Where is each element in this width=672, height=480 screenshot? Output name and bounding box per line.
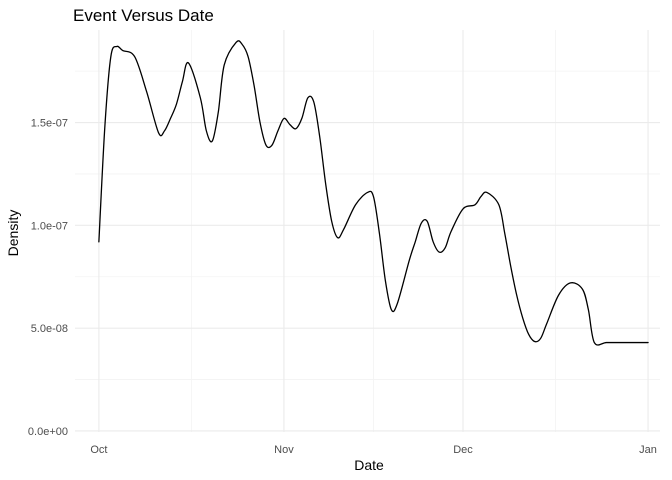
x-axis-title: Date bbox=[354, 457, 384, 473]
y-tick-label: 1.5e-07 bbox=[31, 118, 68, 130]
x-tick-labels: Oct Nov Dec Jan bbox=[90, 444, 657, 456]
y-tick-labels: 0.0e+00 5.0e-08 1.0e-07 1.5e-07 bbox=[28, 118, 68, 438]
grid-layer bbox=[75, 30, 660, 432]
y-axis-title: Density bbox=[5, 210, 21, 257]
x-tick-label: Nov bbox=[274, 444, 294, 456]
density-series-line bbox=[98, 40, 649, 346]
x-tick-label: Jan bbox=[639, 444, 657, 456]
series-layer bbox=[98, 40, 649, 346]
chart-title: Event Versus Date bbox=[73, 6, 214, 25]
y-tick-label: 5.0e-08 bbox=[31, 323, 68, 335]
x-tick-label: Oct bbox=[90, 444, 107, 456]
x-tick-label: Dec bbox=[453, 444, 473, 456]
y-tick-label: 0.0e+00 bbox=[28, 426, 68, 438]
y-tick-label: 1.0e-07 bbox=[31, 220, 68, 232]
